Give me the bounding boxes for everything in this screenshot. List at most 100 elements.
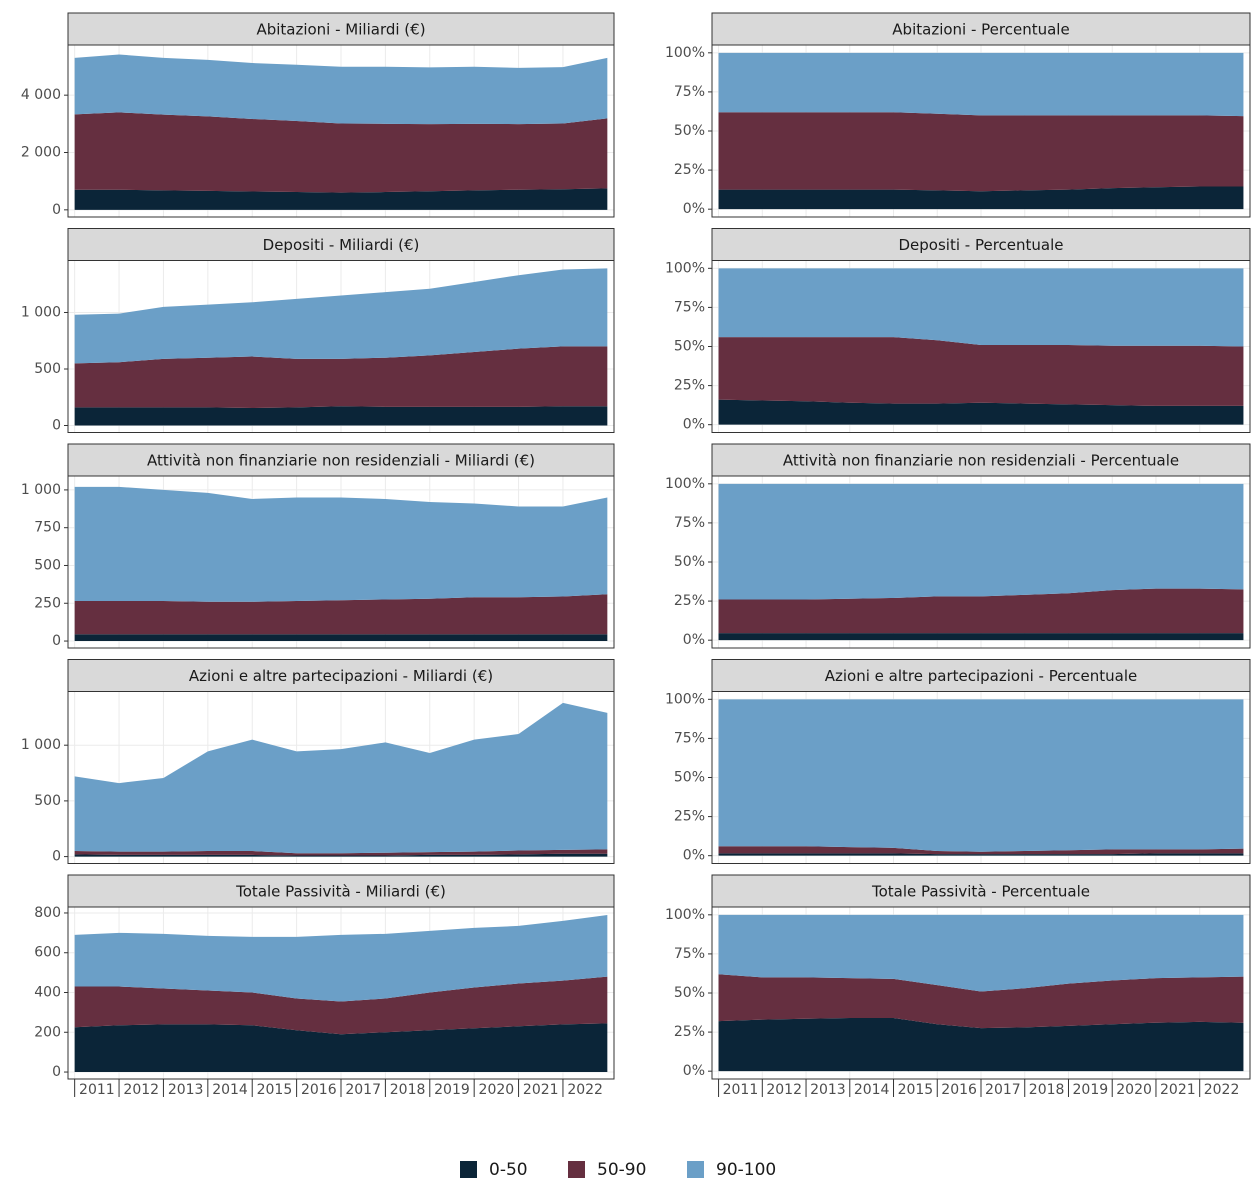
strip (67, 12, 615, 46)
plot-border (711, 44, 1251, 218)
area (74, 188, 608, 210)
y-tick-label: 100% (665, 907, 705, 923)
x-tick-label: 2018 (1029, 1082, 1065, 1098)
x-tick-label: 2014 (212, 1082, 248, 1098)
y-tick-label: 0% (683, 201, 705, 217)
area (718, 914, 1244, 992)
area (718, 1018, 1244, 1072)
area (74, 112, 608, 193)
area (718, 853, 1244, 856)
y-tick-label: 0 (52, 849, 61, 865)
x-tick-label: 2011 (79, 1082, 115, 1098)
strip-title: Attività non finanziarie non residenzial… (783, 452, 1179, 470)
y-tick-label: 0 (52, 1064, 61, 1080)
plot-border (711, 260, 1251, 433)
y-tick-label: 500 (34, 557, 61, 573)
strip-title: Abitazioni - Miliardi (€) (256, 21, 425, 39)
x-tick-label: 2012 (123, 1082, 159, 1098)
y-tick-label: 1 000 (21, 482, 61, 498)
y-tick-label: 0% (683, 848, 705, 864)
strip (67, 228, 615, 261)
x-tick-label: 2019 (1073, 1082, 1109, 1098)
legend-swatch (568, 1161, 585, 1178)
plot-border (67, 691, 615, 864)
area (74, 853, 608, 857)
y-tick-label: 0 (52, 417, 61, 433)
legend-swatch (460, 1161, 477, 1178)
area (74, 406, 608, 426)
y-tick-label: 4 000 (21, 87, 61, 103)
area (718, 112, 1244, 192)
area (74, 486, 608, 602)
area (718, 337, 1244, 406)
strip-title: Totale Passività - Miliardi (€) (235, 883, 446, 901)
strip-title: Abitazioni - Percentuale (892, 21, 1069, 39)
y-tick-label: 1 000 (21, 304, 61, 320)
y-tick-label: 250 (34, 595, 61, 611)
y-tick-label: 500 (34, 361, 61, 377)
y-tick-label: 0% (683, 417, 705, 433)
y-tick-label: 25% (674, 593, 705, 609)
y-tick-label: 0% (683, 632, 705, 648)
area (718, 974, 1244, 1029)
x-tick-label: 2016 (941, 1082, 977, 1098)
area (74, 849, 608, 856)
y-tick-label: 800 (34, 905, 61, 921)
y-tick-label: 100% (665, 260, 705, 276)
legend-label: 50-90 (597, 1160, 646, 1178)
y-tick-label: 75% (674, 730, 705, 746)
strip-title: Attività non finanziarie non residenzial… (147, 452, 535, 470)
x-tick-label: 2020 (479, 1082, 515, 1098)
plot-border (711, 691, 1251, 864)
plot-border (67, 260, 615, 433)
y-tick-label: 25% (674, 809, 705, 825)
strip (67, 659, 615, 692)
x-tick-label: 2020 (1116, 1082, 1152, 1098)
x-tick-label: 2015 (898, 1082, 934, 1098)
plot-border (67, 44, 615, 218)
area (718, 399, 1244, 425)
area (74, 634, 608, 642)
legend-label: 0-50 (489, 1160, 528, 1178)
area (718, 186, 1244, 210)
area (74, 54, 608, 125)
strip (711, 228, 1251, 261)
strip (711, 659, 1251, 692)
strip (67, 874, 615, 908)
x-tick-label: 2012 (766, 1082, 802, 1098)
y-tick-label: 75% (674, 84, 705, 100)
area (74, 702, 608, 854)
x-tick-label: 2022 (1204, 1082, 1240, 1098)
y-tick-label: 100% (665, 691, 705, 707)
x-tick-label: 2021 (523, 1082, 559, 1098)
y-tick-label: 100% (665, 45, 705, 61)
y-tick-label: 2 000 (21, 145, 61, 161)
strip-title: Totale Passività - Percentuale (871, 883, 1090, 901)
area (74, 914, 608, 1002)
area (718, 699, 1244, 852)
y-tick-label: 50% (674, 770, 705, 786)
y-tick-label: 0% (683, 1063, 705, 1079)
area (74, 976, 608, 1035)
y-tick-label: 75% (674, 299, 705, 315)
area (718, 483, 1244, 600)
x-tick-label: 2018 (390, 1082, 426, 1098)
strip (67, 443, 615, 477)
x-tick-label: 2011 (723, 1082, 759, 1098)
x-tick-label: 2017 (985, 1082, 1021, 1098)
y-tick-label: 100% (665, 476, 705, 492)
strip (711, 443, 1251, 477)
y-tick-label: 25% (674, 1024, 705, 1040)
y-tick-label: 25% (674, 162, 705, 178)
y-tick-label: 600 (34, 945, 61, 961)
y-tick-label: 75% (674, 946, 705, 962)
y-tick-label: 1 000 (21, 737, 61, 753)
x-tick-label: 2013 (810, 1082, 846, 1098)
area (718, 268, 1244, 347)
strip (711, 12, 1251, 46)
area (74, 268, 608, 364)
area (718, 633, 1244, 641)
area (74, 594, 608, 635)
